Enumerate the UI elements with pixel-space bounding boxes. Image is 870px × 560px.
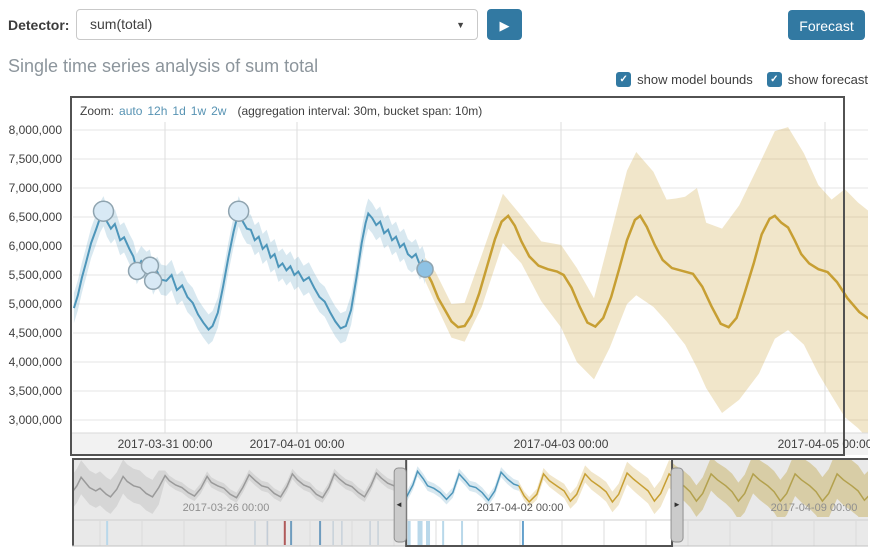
swimlane-anomaly-marker bbox=[266, 521, 268, 545]
y-axis-tick-label: 7,500,000 bbox=[8, 152, 62, 166]
y-axis-tick-label: 3,000,000 bbox=[8, 413, 62, 427]
zoom-link-1w[interactable]: 1w bbox=[190, 104, 207, 118]
swimlane-anomaly-marker bbox=[442, 521, 445, 545]
context-tick-label: 2017-04-02 00:00 bbox=[476, 502, 564, 514]
x-axis-tick-label: 2017-04-03 00:00 bbox=[513, 437, 609, 451]
swimlane-anomaly-marker bbox=[106, 521, 109, 545]
y-axis-tick-label: 6,500,000 bbox=[8, 210, 62, 224]
swimlane-anomaly-marker bbox=[341, 521, 343, 545]
forecast-button[interactable]: Forecast bbox=[788, 10, 865, 40]
zoom-label: Zoom: bbox=[80, 104, 115, 118]
y-axis-tick-label: 5,000,000 bbox=[8, 297, 62, 311]
y-axis-tick-label: 5,500,000 bbox=[8, 268, 62, 282]
model-bounds-checkbox[interactable]: ✓ bbox=[616, 72, 632, 87]
zoom-link-12h[interactable]: 12h bbox=[147, 104, 168, 118]
context-tick-label: 2017-04-09 00:00 bbox=[770, 502, 858, 514]
y-axis-tick-label: 3,500,000 bbox=[8, 384, 62, 398]
play-button[interactable]: ▶ bbox=[487, 9, 522, 40]
brush-handle-right[interactable] bbox=[670, 467, 684, 543]
swimlane-anomaly-marker bbox=[369, 521, 371, 545]
swimlane-anomaly-marker bbox=[377, 521, 379, 545]
aggregation-note: (aggregation interval: 30m, bucket span:… bbox=[237, 104, 483, 118]
brush-handle-left[interactable] bbox=[393, 467, 407, 543]
x-axis-tick-label: 2017-04-01 00:00 bbox=[249, 437, 345, 451]
swimlane-anomaly-marker bbox=[332, 521, 334, 545]
forecast-label: show forecast bbox=[787, 72, 868, 87]
anomaly-marker[interactable] bbox=[140, 256, 160, 275]
zoom-link-2w[interactable]: 2w bbox=[211, 104, 227, 118]
y-axis-tick-label: 6,000,000 bbox=[8, 239, 62, 253]
chevron-down-icon: ▼ bbox=[456, 20, 465, 30]
swimlane-anomaly-marker bbox=[461, 521, 464, 545]
model-bounds-label: show model bounds bbox=[637, 72, 753, 87]
y-axis-tick-label: 4,500,000 bbox=[8, 326, 62, 340]
swimlane-anomaly-marker bbox=[407, 521, 411, 545]
latest-point-marker[interactable] bbox=[416, 260, 434, 278]
focus-chart-border bbox=[70, 96, 845, 456]
anomaly-marker[interactable] bbox=[92, 200, 115, 222]
swimlane-anomaly-marker bbox=[290, 521, 293, 545]
show-forecast-toggle[interactable]: ✓ show forecast bbox=[766, 72, 868, 87]
x-axis-tick-label: 2017-04-05 00:00 bbox=[777, 437, 870, 451]
y-axis-tick-label: 8,000,000 bbox=[8, 123, 62, 137]
chart-zoom-header: Zoom: auto 12h 1d 1w 2w (aggregation int… bbox=[80, 104, 482, 118]
swimlane-anomaly-marker bbox=[319, 521, 322, 545]
swimlane-anomaly-marker bbox=[417, 521, 423, 545]
context-tick-label: 2017-03-26 00:00 bbox=[182, 502, 270, 514]
swimlane-anomaly-marker bbox=[426, 521, 431, 545]
swimlane-anomaly-marker bbox=[283, 521, 286, 545]
page-title: Single time series analysis of sum total bbox=[8, 56, 319, 76]
brush-handle-right-arrow-icon[interactable]: ► bbox=[673, 500, 681, 509]
anomaly-marker[interactable] bbox=[227, 200, 250, 222]
forecast-checkbox[interactable]: ✓ bbox=[766, 72, 782, 87]
detector-select-value: sum(total) bbox=[90, 16, 153, 32]
anomaly-marker[interactable] bbox=[143, 271, 163, 291]
x-axis-tick-label: 2017-03-31 00:00 bbox=[117, 437, 213, 451]
y-axis-tick-label: 7,000,000 bbox=[8, 181, 62, 195]
brush-handle-left-arrow-icon[interactable]: ◄ bbox=[395, 500, 403, 509]
forecast-bounds-band bbox=[425, 127, 868, 433]
forecast-line bbox=[423, 213, 868, 329]
play-icon: ▶ bbox=[499, 18, 510, 33]
zoom-link-1d[interactable]: 1d bbox=[172, 104, 186, 118]
zoom-link-auto[interactable]: auto bbox=[119, 104, 143, 118]
detector-label: Detector: bbox=[8, 17, 70, 33]
actual-line bbox=[73, 207, 426, 331]
swimlane-anomaly-marker bbox=[521, 521, 524, 545]
y-axis-tick-label: 4,000,000 bbox=[8, 355, 62, 369]
detector-select[interactable]: sum(total) ▼ bbox=[76, 9, 478, 40]
display-toggles: ✓ show model bounds ✓ show forecast bbox=[616, 72, 868, 87]
show-model-bounds-toggle[interactable]: ✓ show model bounds bbox=[616, 72, 753, 87]
swimlane-anomaly-marker bbox=[254, 521, 256, 545]
